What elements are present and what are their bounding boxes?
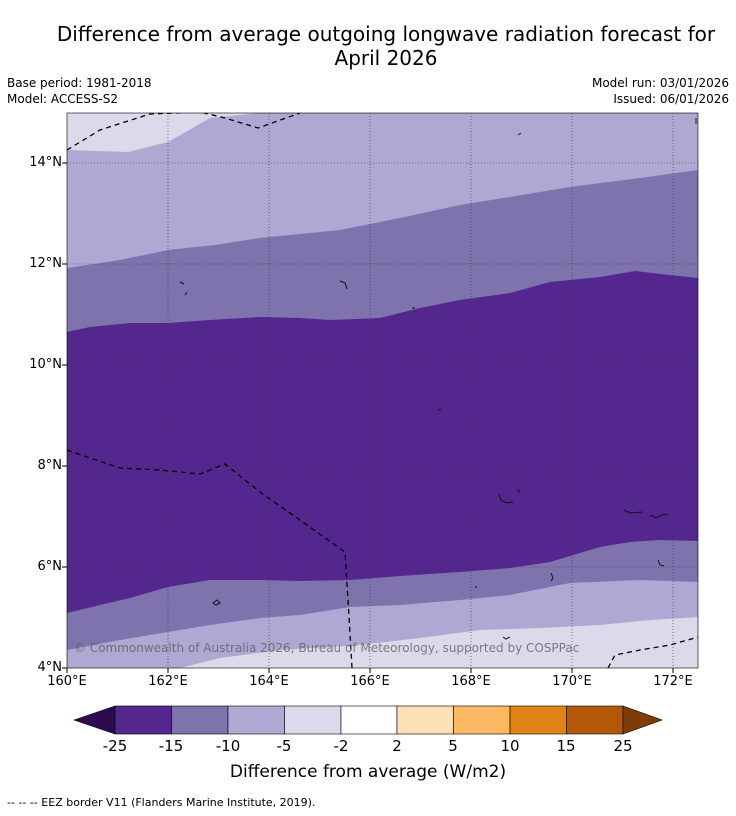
gridlines <box>67 113 698 668</box>
colorbar-bin <box>284 705 342 735</box>
lon-label-172e: 172°E <box>653 674 693 689</box>
meta-right: Model run: 03/01/2026 Issued: 06/01/2026 <box>592 75 729 107</box>
eez-border <box>67 113 698 668</box>
colorbar-arrow-right <box>622 705 663 735</box>
title-line-2: April 2026 <box>334 46 438 70</box>
colorbar-bin <box>566 705 624 735</box>
band-light-bottom <box>67 617 698 668</box>
islands <box>179 118 697 640</box>
lat-label-4n: 4°N <box>37 660 63 675</box>
base-period: Base period: 1981-2018 <box>7 76 152 90</box>
map-title: Difference from average outgoing longwav… <box>0 22 736 70</box>
lat-label-14n: 14°N <box>29 155 62 170</box>
colorbar-tick-label: 10 <box>500 737 520 755</box>
map-frame <box>66 112 699 669</box>
colorbar-tick-label: -2 <box>333 737 349 755</box>
lat-label-8n: 8°N <box>37 458 63 473</box>
model-name: Model: ACCESS-S2 <box>7 92 119 106</box>
eez-legend: -- -- -- EEZ border V11 (Flanders Marine… <box>7 796 316 809</box>
colorbar-arrow-left <box>73 705 116 735</box>
lat-label-12n: 12°N <box>29 256 62 271</box>
copyright-notice: © Commonwealth of Australia 2026, Bureau… <box>74 641 580 655</box>
model-run: Model run: 03/01/2026 <box>591 76 729 90</box>
colorbar-tick-label: 2 <box>392 737 402 755</box>
title-line-1: Difference from average outgoing longwav… <box>56 22 716 46</box>
lon-label-170e: 170°E <box>552 674 592 689</box>
colorbar-tick-label: -25 <box>102 737 128 755</box>
colorbar-bin <box>509 705 567 735</box>
map-plot <box>67 113 698 668</box>
colorbar-bin <box>227 705 285 735</box>
colorbar-tick-label: -10 <box>215 737 241 755</box>
colorbar-bin <box>114 705 172 735</box>
colorbar-tick-label: 15 <box>556 737 576 755</box>
colorbar-bin <box>396 705 454 735</box>
lon-label-164e: 164°E <box>249 674 289 689</box>
lon-label-160e: 160°E <box>47 674 87 689</box>
band-light-top-left <box>67 113 260 152</box>
colorbar-bin <box>340 705 398 735</box>
issued-date: Issued: 06/01/2026 <box>613 92 729 106</box>
colorbar-tick-label: 5 <box>448 737 458 755</box>
meta-left: Base period: 1981-2018 Model: ACCESS-S2 <box>7 75 152 107</box>
lon-label-162e: 162°E <box>148 674 188 689</box>
colorbar <box>73 705 663 735</box>
colorbar-title: Difference from average (W/m2) <box>229 762 507 782</box>
axis-ticks <box>62 162 674 673</box>
lat-label-6n: 6°N <box>37 559 63 574</box>
colorbar-tick-label: 25 <box>613 737 633 755</box>
lon-label-168e: 168°E <box>451 674 491 689</box>
band-minus25-minus15 <box>67 271 698 613</box>
lon-label-166e: 166°E <box>350 674 390 689</box>
colorbar-tick-label: -5 <box>276 737 292 755</box>
lat-label-10n: 10°N <box>29 357 62 372</box>
colorbar-tick-label: -15 <box>158 737 184 755</box>
colorbar-bin <box>453 705 511 735</box>
colorbar-bin <box>171 705 229 735</box>
